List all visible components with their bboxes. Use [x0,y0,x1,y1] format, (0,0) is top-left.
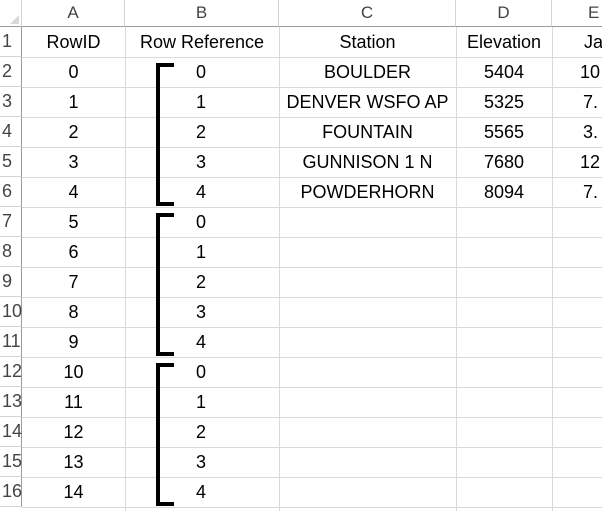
cell-rowid[interactable]: 9 [68,331,79,352]
grid-line [22,447,602,448]
row-header-11[interactable]: 11 [0,327,22,357]
cell-rowref[interactable]: 1 [196,391,207,412]
cell-rowid[interactable]: 11 [64,391,83,412]
cell-rowref[interactable]: 2 [196,121,207,142]
cell-rowid[interactable]: 1 [68,91,79,112]
cell-e1-header[interactable]: Ja [584,31,602,52]
grid-line [22,177,602,178]
cell-rowref[interactable]: 1 [196,91,207,112]
cell-rowref[interactable]: 0 [196,211,207,232]
row-header-14[interactable]: 14 [0,417,22,447]
column-header-d[interactable]: D [456,0,552,27]
cell-elevation[interactable]: 7680 [483,151,525,172]
grid-line [22,417,602,418]
cell-rowref[interactable]: 3 [196,301,207,322]
cell-e-partial[interactable]: 7. [583,181,599,202]
grid-line [22,297,602,298]
cell-station[interactable]: FOUNTAIN [322,121,413,142]
cell-rowid[interactable]: 0 [68,61,79,82]
cell-a1-header[interactable]: RowID [46,31,101,52]
grid-line [22,387,602,388]
cell-station[interactable]: DENVER WSFO AP [286,91,449,112]
grid-line [22,207,602,208]
row-header-9[interactable]: 9 [0,267,22,297]
grid-line [456,27,457,511]
cell-c1-header[interactable]: Station [339,31,396,52]
grid-line [552,27,553,511]
cell-rowid[interactable]: 10 [63,361,84,382]
cell-rowref[interactable]: 0 [196,361,207,382]
row-header-6[interactable]: 6 [0,177,22,207]
row-header-4[interactable]: 4 [0,117,22,147]
cell-rowref[interactable]: 2 [196,271,207,292]
cell-rowid[interactable]: 5 [68,211,79,232]
row-header-5[interactable]: 5 [0,147,22,177]
select-all-button[interactable] [0,0,22,27]
group-bracket [156,63,174,206]
grid-line [22,147,602,148]
grid-line [22,237,602,238]
grid-line [279,27,280,511]
grid-line [22,87,602,88]
row-header-7[interactable]: 7 [0,207,22,237]
cell-rowid[interactable]: 6 [68,241,79,262]
row-header-10[interactable]: 10 [0,297,22,327]
cell-rowref[interactable]: 4 [196,181,207,202]
grid-line [22,117,602,118]
cell-elevation[interactable]: 5565 [483,121,525,142]
cell-rowref[interactable]: 4 [196,331,207,352]
row-header-13[interactable]: 13 [0,387,22,417]
grid-line [22,267,602,268]
row-header-8[interactable]: 8 [0,237,22,267]
cell-station[interactable]: GUNNISON 1 N [302,151,433,172]
cell-elevation[interactable]: 8094 [483,181,525,202]
cell-e-partial[interactable]: 7. [583,91,599,112]
column-header-e[interactable]: E [552,0,602,27]
grid-line [22,507,602,508]
cell-b1-header[interactable]: Row Reference [139,31,265,52]
column-header-b[interactable]: B [125,0,279,27]
column-header-c[interactable]: C [279,0,456,27]
cell-station[interactable]: POWDERHORN [300,181,435,202]
cell-rowid[interactable]: 2 [68,121,79,142]
row-header-2[interactable]: 2 [0,57,22,87]
cell-rowref[interactable]: 3 [196,451,207,472]
group-bracket [156,213,174,356]
grid-line [22,57,602,58]
cell-e-partial[interactable]: 10 [580,61,601,82]
cell-d1-header[interactable]: Elevation [466,31,542,52]
cell-rowid[interactable]: 14 [63,481,84,502]
grid-line [125,27,126,511]
row-header-16[interactable]: 16 [0,477,22,507]
cell-station[interactable]: BOULDER [323,61,412,82]
cell-elevation[interactable]: 5404 [483,61,525,82]
grid-line [22,477,602,478]
cell-rowref[interactable]: 3 [196,151,207,172]
grid-line [22,327,602,328]
select-all-icon [10,15,19,24]
row-header-15[interactable]: 15 [0,447,22,477]
cell-rowid[interactable]: 12 [63,421,84,442]
grid-line [22,357,602,358]
cell-rowref[interactable]: 2 [196,421,207,442]
group-bracket [156,363,174,506]
cell-elevation[interactable]: 5325 [483,91,525,112]
cell-rowid[interactable]: 4 [68,181,79,202]
cell-e-partial[interactable]: 3. [583,121,599,142]
row-header-3[interactable]: 3 [0,87,22,117]
cell-rowid[interactable]: 7 [68,271,79,292]
cell-rowref[interactable]: 1 [196,241,207,262]
cell-e-partial[interactable]: 12 [580,151,601,172]
cell-rowid[interactable]: 3 [68,151,79,172]
cell-rowref[interactable]: 0 [196,61,207,82]
cell-rowid[interactable]: 13 [63,451,84,472]
cell-rowid[interactable]: 8 [68,301,79,322]
cell-rowref[interactable]: 4 [196,481,207,502]
row-header-1[interactable]: 1 [0,27,22,57]
row-header-12[interactable]: 12 [0,357,22,387]
column-header-a[interactable]: A [22,0,125,27]
